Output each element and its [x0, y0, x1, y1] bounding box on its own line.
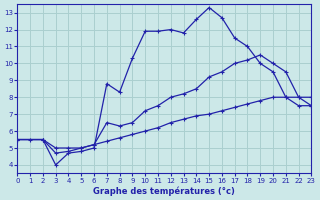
- X-axis label: Graphe des températures (°c): Graphe des températures (°c): [93, 186, 235, 196]
